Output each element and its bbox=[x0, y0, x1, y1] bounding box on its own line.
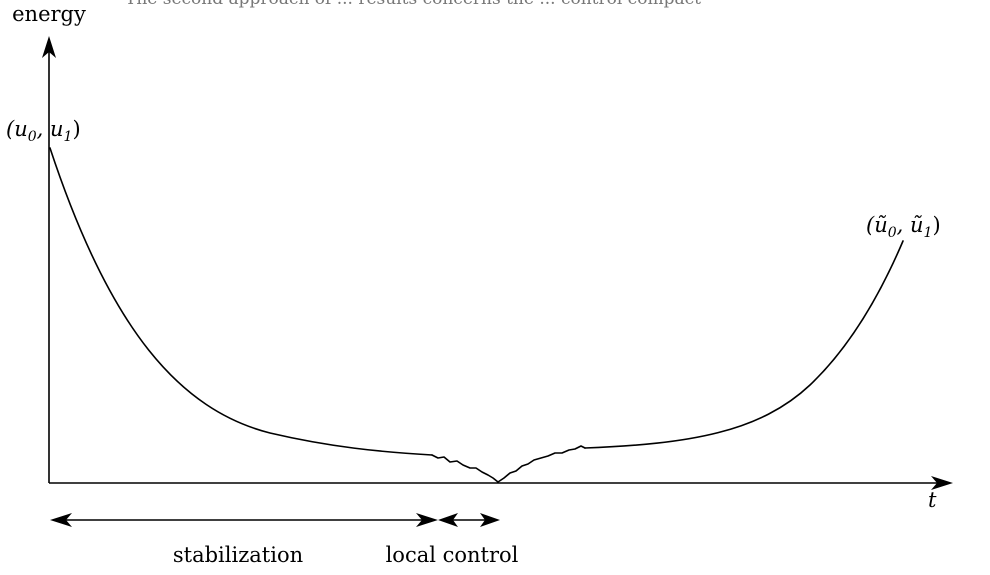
local-control-label: local control bbox=[386, 543, 519, 567]
x-axis-label: t bbox=[928, 488, 937, 512]
x-axis-arrowhead bbox=[931, 476, 953, 490]
y-axis-label: energy bbox=[12, 2, 86, 26]
growth-curve bbox=[584, 240, 904, 449]
local-control-curve-down bbox=[431, 454, 499, 483]
stabilization-label: stabilization bbox=[173, 543, 303, 567]
end-point-label: (ũ0, ũ1) bbox=[866, 213, 941, 241]
y-axis-arrowhead bbox=[42, 36, 56, 58]
caption-fragment: The second approach of ... results conce… bbox=[125, 0, 701, 9]
local-control-curve-up bbox=[497, 445, 586, 483]
stabilization-curve bbox=[49, 147, 433, 456]
stabilization-left-arrowhead bbox=[50, 513, 72, 527]
start-point-label: (u0, u1) bbox=[6, 117, 81, 145]
local-control-left-arrowhead bbox=[438, 513, 458, 527]
local-control-right-arrowhead bbox=[480, 513, 500, 527]
stabilization-right-arrowhead bbox=[416, 513, 438, 527]
